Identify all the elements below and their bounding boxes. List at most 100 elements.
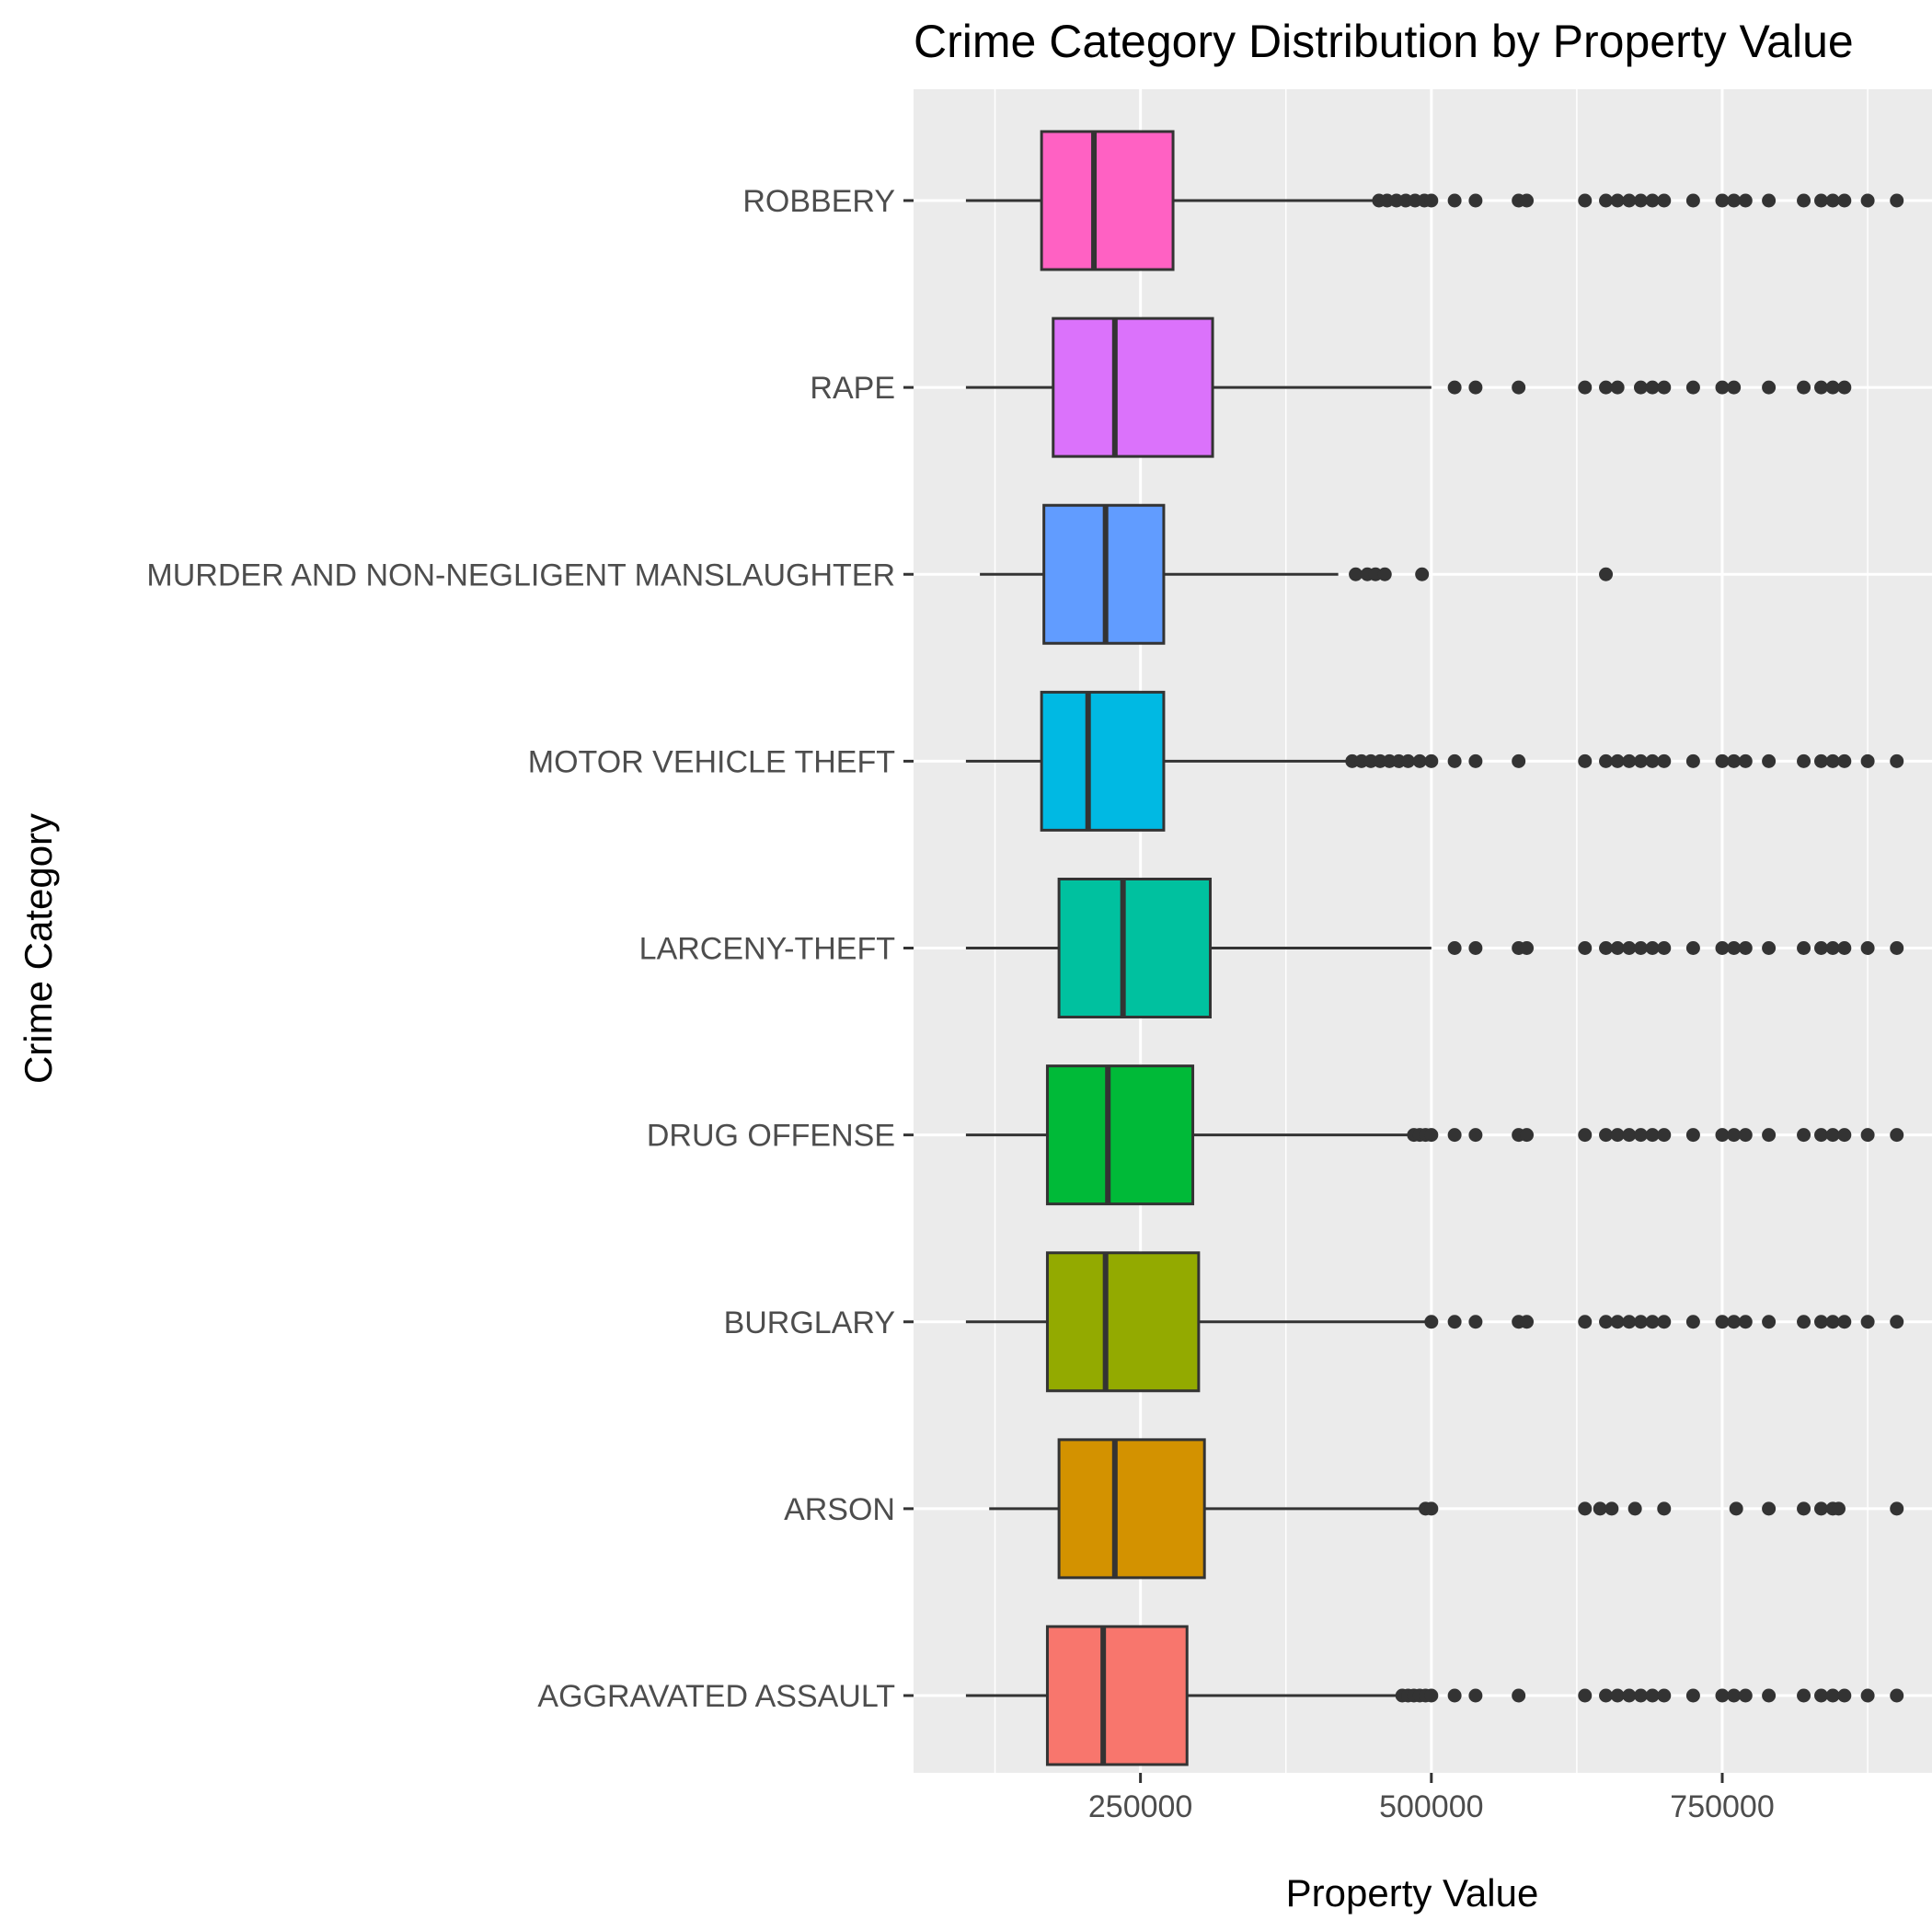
outlier-point <box>1762 193 1777 208</box>
outlier-point <box>1797 380 1811 395</box>
y-tick-label: BURGLARY <box>724 1305 895 1340</box>
outlier-point <box>1622 753 1637 768</box>
outlier-point <box>1468 753 1483 768</box>
outlier-point <box>1468 380 1483 395</box>
y-tick-label: ROBBERY <box>742 184 895 219</box>
outlier-point <box>1797 753 1811 768</box>
box-iqr <box>1045 1064 1195 1206</box>
chart-title: Crime Category Distribution by Property … <box>914 16 1854 67</box>
outlier-point <box>1890 1501 1904 1516</box>
outlier-point <box>1599 1128 1614 1143</box>
outlier-point <box>1825 753 1840 768</box>
outlier-point <box>1645 1315 1660 1329</box>
outlier-point <box>1657 380 1672 395</box>
outlier-point <box>1657 1128 1672 1143</box>
y-tick-label: AGGRAVATED ASSAULT <box>537 1679 895 1714</box>
outlier-point <box>1814 380 1829 395</box>
outlier-point <box>1468 941 1483 955</box>
box-group <box>980 503 1614 645</box>
outlier-point <box>1715 1315 1730 1329</box>
box-iqr <box>1057 1438 1206 1580</box>
box-iqr <box>1040 690 1166 832</box>
outlier-point <box>1727 380 1742 395</box>
outlier-point <box>1657 1688 1672 1703</box>
outlier-point <box>1825 1128 1840 1143</box>
y-axis-title: Crime Category <box>17 813 60 1084</box>
outlier-point <box>1633 1688 1648 1703</box>
y-tick-label: MURDER AND NON-NEGLIGENT MANSLAUGHTER <box>146 558 895 592</box>
outlier-point <box>1578 753 1593 768</box>
outlier-point <box>1633 941 1648 955</box>
outlier-point <box>1814 1128 1829 1143</box>
outlier-point <box>1599 941 1614 955</box>
outlier-point <box>1599 753 1614 768</box>
outlier-point <box>1627 1501 1642 1516</box>
outlier-point <box>1715 380 1730 395</box>
outlier-point <box>1762 380 1777 395</box>
outlier-point <box>1762 1688 1777 1703</box>
outlier-point <box>1512 380 1526 395</box>
box-group <box>965 1625 1904 1766</box>
outlier-point <box>1401 753 1416 768</box>
outlier-point <box>1762 753 1777 768</box>
outlier-point <box>1738 1688 1753 1703</box>
outlier-point <box>1837 380 1852 395</box>
outlier-point <box>1727 941 1742 955</box>
y-tick-label: RAPE <box>810 371 895 406</box>
outlier-point <box>1599 1315 1614 1329</box>
x-axis: 250000 500000 750000 <box>1088 1773 1775 1824</box>
outlier-point <box>1797 1688 1811 1703</box>
outlier-point <box>1685 1128 1700 1143</box>
outlier-point <box>1825 380 1840 395</box>
x-tick-label: 500000 <box>1379 1789 1483 1824</box>
outlier-point <box>1837 1688 1852 1703</box>
outlier-point <box>1715 1688 1730 1703</box>
outlier-point <box>1860 941 1875 955</box>
outlier-point <box>1715 941 1730 955</box>
outlier-point <box>1415 567 1430 581</box>
outlier-point <box>1599 567 1614 581</box>
box-group <box>965 878 1904 1018</box>
outlier-point <box>1762 941 1777 955</box>
outlier-point <box>1599 193 1614 208</box>
outlier-point <box>1685 753 1700 768</box>
outlier-point <box>1622 1128 1637 1143</box>
outlier-point <box>1622 193 1637 208</box>
outlier-point <box>1657 1501 1672 1516</box>
outlier-point <box>1738 753 1753 768</box>
outlier-point <box>1657 941 1672 955</box>
outlier-point <box>1578 1688 1593 1703</box>
outlier-point <box>1738 1315 1753 1329</box>
outlier-point <box>1814 1501 1829 1516</box>
outlier-point <box>1512 1688 1526 1703</box>
outlier-point <box>1633 1128 1648 1143</box>
box-iqr <box>1045 1251 1201 1393</box>
outlier-point <box>1645 941 1660 955</box>
outlier-point <box>1738 1128 1753 1143</box>
outlier-point <box>1578 1501 1593 1516</box>
box-group <box>989 1438 1904 1580</box>
outlier-point <box>1377 567 1392 581</box>
outlier-point <box>1645 380 1660 395</box>
outlier-point <box>1610 1128 1625 1143</box>
outlier-point <box>1412 753 1427 768</box>
outlier-point <box>1610 1688 1625 1703</box>
y-tick-label: ARSON <box>784 1492 895 1527</box>
outlier-point <box>1578 380 1593 395</box>
outlier-point <box>1622 941 1637 955</box>
box-group <box>965 130 1904 271</box>
outlier-point <box>1837 941 1852 955</box>
outlier-point <box>1685 1315 1700 1329</box>
outlier-point <box>1837 1315 1852 1329</box>
outlier-point <box>1814 941 1829 955</box>
outlier-point <box>1890 193 1904 208</box>
outlier-point <box>1468 193 1483 208</box>
box-iqr <box>1045 1625 1189 1766</box>
y-tick-label: LARCENY-THEFT <box>639 932 895 967</box>
outlier-point <box>1657 753 1672 768</box>
outlier-point <box>1814 1688 1829 1703</box>
outlier-point <box>1729 1501 1743 1516</box>
outlier-point <box>1860 1128 1875 1143</box>
outlier-point <box>1424 1315 1439 1329</box>
